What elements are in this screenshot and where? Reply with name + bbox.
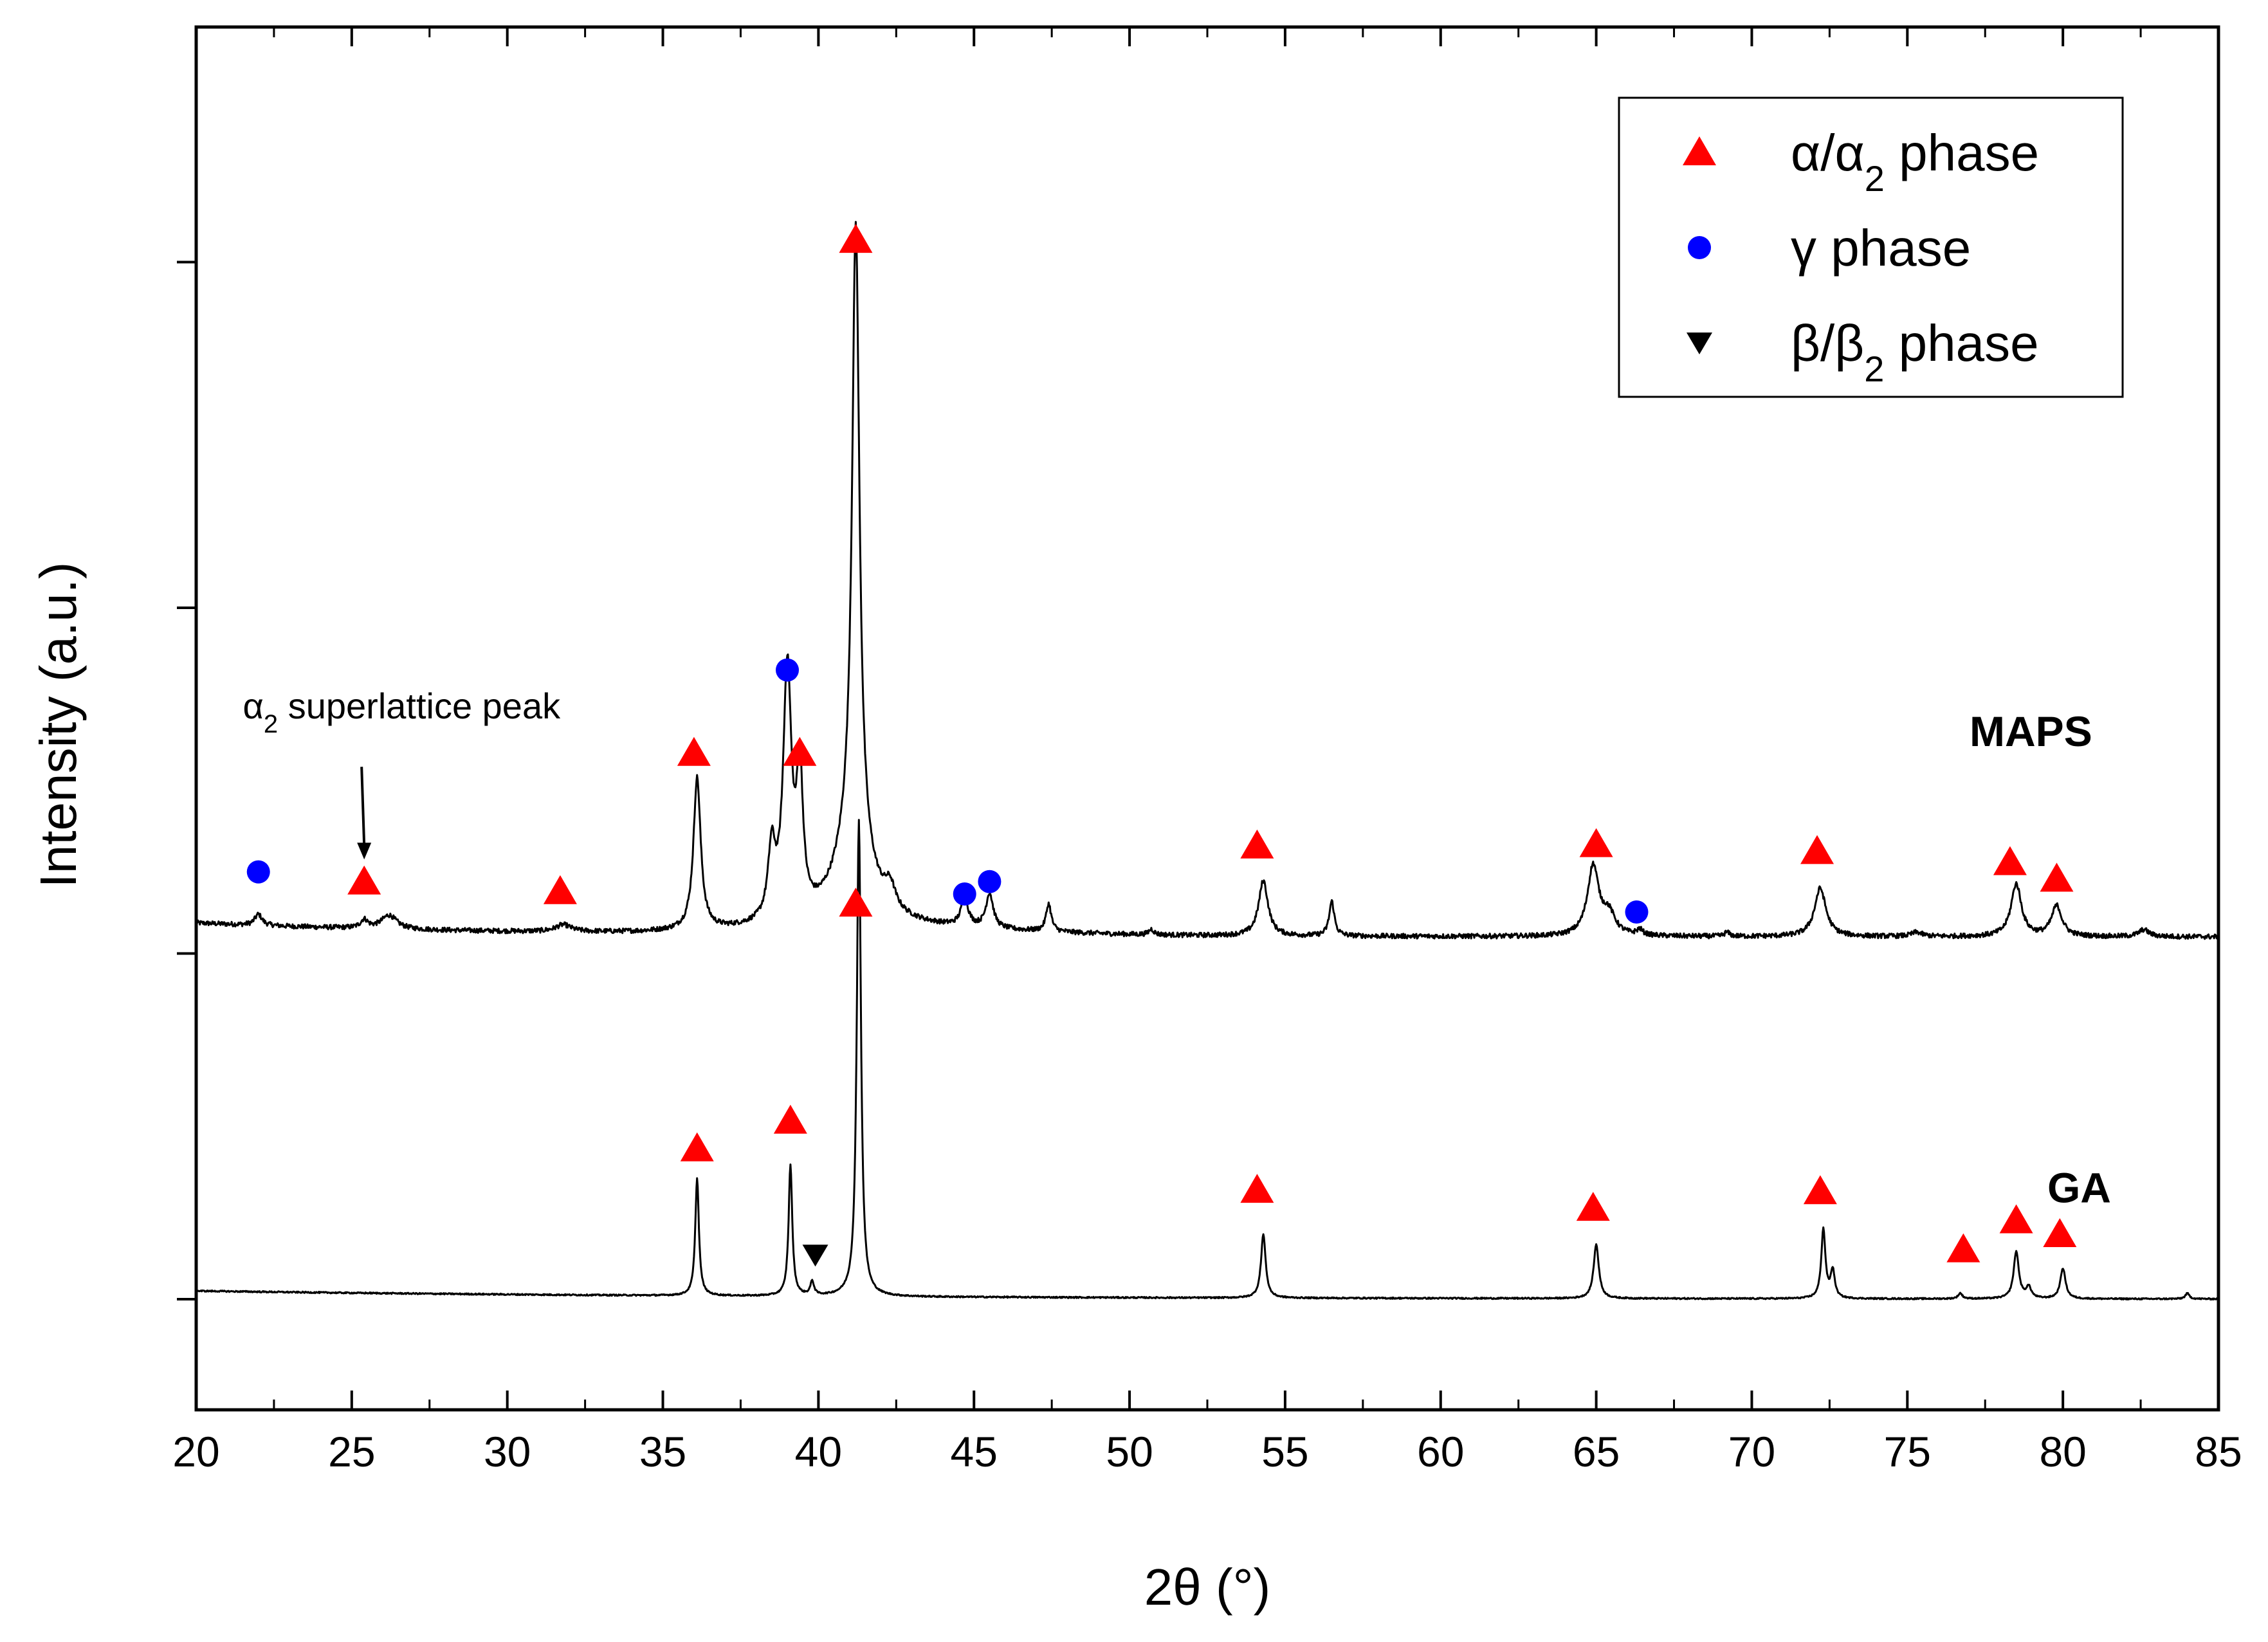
alpha-phase-marker [1576,1192,1610,1221]
x-tick-label: 40 [795,1428,842,1475]
alpha-phase-marker [1240,1174,1274,1203]
alpha-phase-marker [839,888,873,917]
alpha-phase-marker [543,875,577,904]
alpha-phase-marker [347,865,381,895]
legend-label: β/β2 phase [1791,315,2039,389]
gamma-phase-marker [1625,900,1649,924]
phase-markers [246,224,2077,1267]
x-tick-label: 60 [1417,1428,1464,1475]
alpha-phase-marker [1800,835,1834,864]
x-tick-label: 70 [1728,1428,1775,1475]
legend-label: α/α2 phase [1791,124,2039,199]
x-axis: 20 25 30 35 40 45 50 55 60 65 70 75 80 85 [172,27,2242,1475]
alpha-phase-marker [839,224,873,253]
series-traces [195,221,2220,1300]
x-tick-label: 35 [639,1428,686,1475]
alpha-phase-marker [2043,1218,2077,1247]
series-label-ga: GA [2047,1164,2111,1212]
alpha-phase-marker [677,736,711,766]
x-tick-label: 65 [1573,1428,1620,1475]
gamma-phase-marker [776,658,800,682]
alpha-phase-marker [1803,1175,1837,1205]
annotation-arrow-head [357,843,372,860]
alpha-phase-marker [783,736,817,766]
x-tick-label: 50 [1106,1428,1153,1475]
alpha-phase-marker [1946,1233,1980,1263]
x-tick-label: 75 [1884,1428,1931,1475]
legend-symbol-circle [1688,236,1711,259]
series-line-maps [195,221,2219,940]
alpha-phase-marker [1999,1204,2033,1234]
superlattice-annotation-text: α2 superlattice peak [243,686,562,738]
annotation-arrow-line [360,767,366,846]
alpha-phase-marker [773,1104,807,1134]
gamma-phase-marker [246,860,270,884]
x-axis-title: 2θ (°) [1144,1558,1270,1616]
legend-symbol-triangle-down [1687,333,1712,354]
x-tick-label: 30 [484,1428,531,1475]
gamma-phase-marker [953,882,976,906]
alpha-phase-marker [2040,862,2074,892]
x-tick-label: 25 [328,1428,375,1475]
x-tick-label: 20 [172,1428,219,1475]
x-tick-label: 85 [2195,1428,2242,1475]
y-axis [177,260,196,1300]
x-tick-label: 45 [951,1428,998,1475]
x-tick-label: 55 [1261,1428,1308,1475]
legend: α/α2 phase γ phase β/β2 phase [1618,96,2124,398]
legend-symbol-triangle-up [1683,136,1716,165]
series-line-ga [196,819,2220,1300]
y-axis-title: Intensity (a.u.) [30,562,87,888]
alpha-phase-marker [1240,829,1274,859]
series-label-maps: MAPS [1970,707,2092,755]
legend-label: γ phase [1791,219,1971,277]
annotations: α2 superlattice peak [243,686,562,860]
beta-phase-marker [802,1245,828,1267]
x-tick-label: 80 [2039,1428,2086,1475]
alpha-phase-marker [1579,828,1613,857]
alpha-phase-marker [1993,846,2027,875]
series-labels: MAPS GA [1970,707,2111,1212]
gamma-phase-marker [978,870,1001,893]
alpha-phase-marker [680,1132,714,1162]
